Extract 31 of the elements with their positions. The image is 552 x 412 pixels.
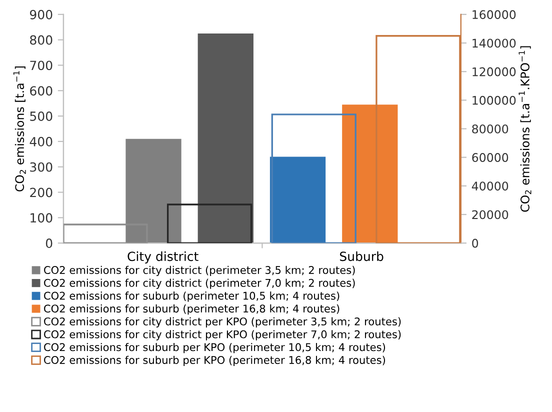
y-tick-label: 100 xyxy=(30,213,52,223)
legend-label: CO2 emissions for city district (perimeter 3,5 km; 2 routes) xyxy=(44,266,355,276)
legend-label: CO2 emissions for suburb per KPO (perimeter 10,5 km; 4 routes) xyxy=(44,342,386,354)
y2-tick-label: 60000 xyxy=(472,153,508,162)
legend-label: CO2 emissions for suburb per KPO (perimeter 16,8 km; 4 routes) xyxy=(44,356,386,366)
legend-label: CO2 emissions for city district per KPO (perimeter 3,5 km; 2 routes) xyxy=(44,317,401,328)
y2-tick-label: 160000 xyxy=(472,10,516,20)
y2-tick-label: 20000 xyxy=(472,210,508,220)
y2-axis-title: CO$_{2}$ emissions [t.a$^{−1}$.KPO$^{−1}$] xyxy=(518,46,532,212)
y2-tick-label: 100000 xyxy=(472,96,516,105)
y2-tick-label: 140000 xyxy=(472,38,516,48)
x-tick-label: City district xyxy=(128,251,198,264)
y-tick-label: 0 xyxy=(46,238,52,248)
y-tick-label: 600 xyxy=(30,86,52,96)
y-tick-label: 900 xyxy=(30,10,52,20)
y-tick-label: 300 xyxy=(30,162,52,172)
y-tick-label: 800 xyxy=(30,35,52,45)
legend-label: CO2 emissions for city district per KPO (perimeter 7,0 km; 2 routes) xyxy=(44,330,401,340)
y-tick-label: 200 xyxy=(30,188,52,198)
y-axis-title: CO$_{2}$ emissions [t.a$^{−1}$] xyxy=(13,66,26,192)
x-tick-label: Suburb xyxy=(340,251,384,262)
legend-label: CO2 emissions for suburb (perimeter 10,5 km; 4 routes) xyxy=(44,292,340,302)
y2-tick-label: 40000 xyxy=(472,182,508,191)
y2-tick-label: 120000 xyxy=(472,67,516,76)
legend-label: CO2 emissions for city district (perimeter 7,0 km; 2 routes) xyxy=(44,278,355,289)
y2-tick-label: 80000 xyxy=(472,124,508,134)
y2-tick-label: 0 xyxy=(472,238,478,248)
legend-label: CO2 emissions for suburb (perimeter 16,8 km; 4 routes) xyxy=(44,304,340,315)
y-tick-label: 700 xyxy=(30,60,52,70)
y-tick-label: 400 xyxy=(30,136,52,146)
y-tick-label: 500 xyxy=(30,112,52,121)
